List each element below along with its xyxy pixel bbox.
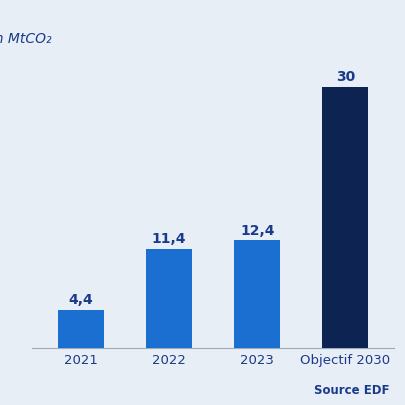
- Text: 11,4: 11,4: [151, 232, 186, 246]
- Bar: [322, 87, 367, 348]
- Text: Source EDF: Source EDF: [313, 383, 389, 396]
- Bar: [146, 249, 192, 348]
- Text: 30: 30: [335, 70, 354, 84]
- Bar: [234, 241, 279, 348]
- Text: 4,4: 4,4: [68, 292, 93, 307]
- Bar: [58, 310, 104, 348]
- Text: En MtCO₂: En MtCO₂: [0, 32, 51, 46]
- Text: 12,4: 12,4: [239, 223, 274, 237]
